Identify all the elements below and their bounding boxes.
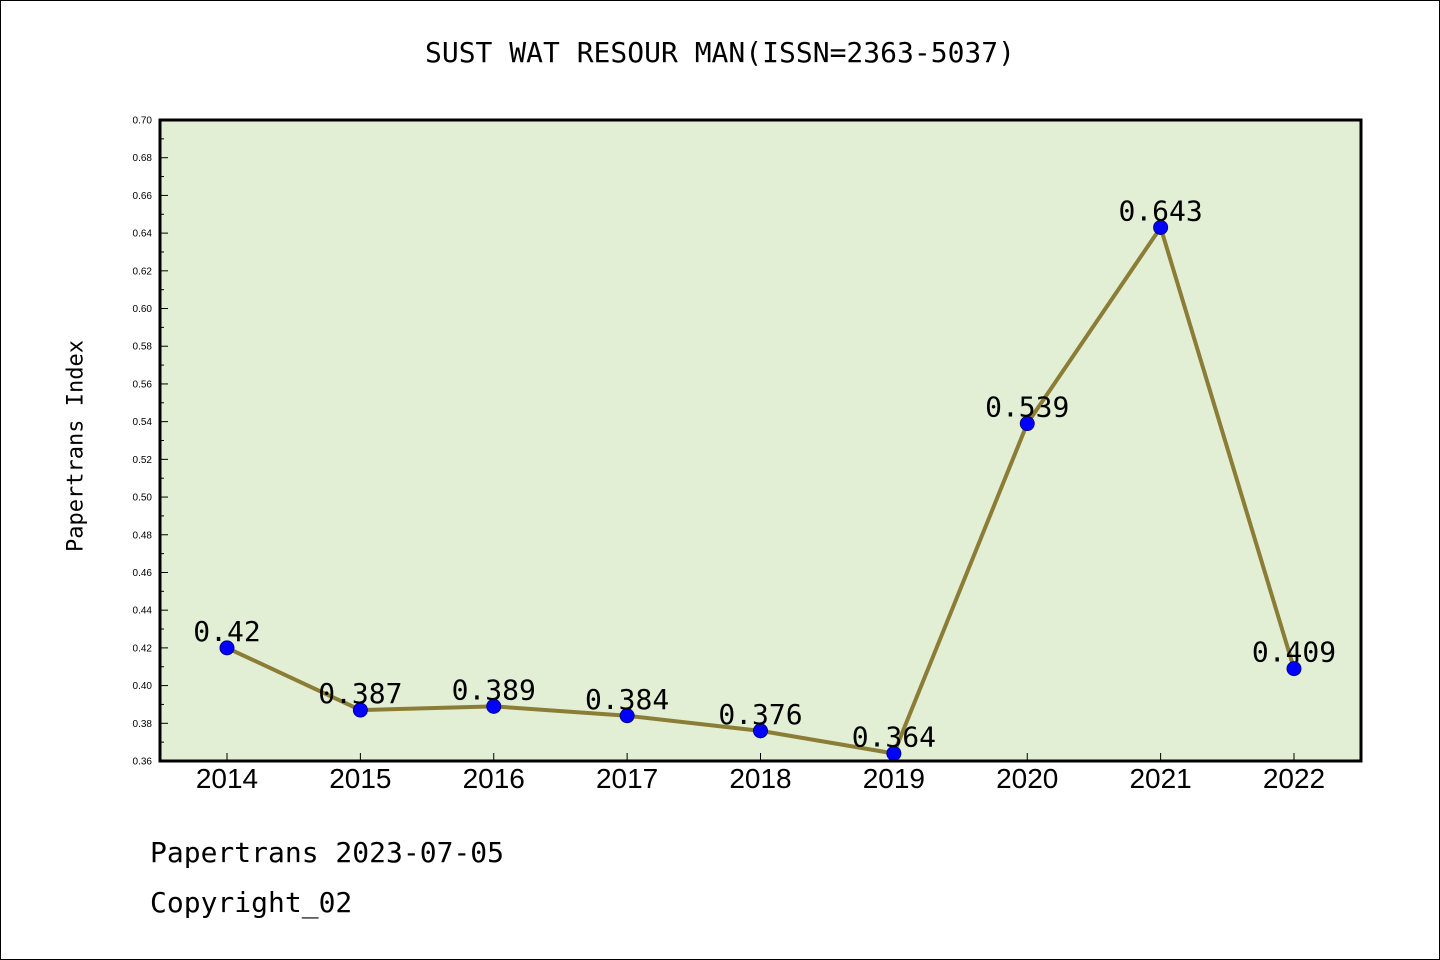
y-axis-ticks: 0.36 0.38 0.40 0.42 0.44 0.46 0.48 0.50 0.52 0.54… [133,116,168,768]
y-tick-label: 0.56 [133,379,153,390]
y-tick-label: 0.42 [133,643,153,654]
data-label: 0.387 [318,677,402,710]
y-tick-label: 0.58 [133,342,153,353]
x-tick-label: 2015 [329,763,391,794]
data-point [486,698,502,714]
data-label: 0.389 [452,673,536,706]
data-label: 0.643 [1118,194,1202,227]
x-tick-label: 2014 [196,763,258,794]
footer-date: Papertrans 2023-07-05 [150,836,505,869]
x-tick-label: 2021 [1129,763,1191,794]
x-tick-label: 2019 [863,763,925,794]
data-label: 0.409 [1252,636,1336,669]
data-point [619,708,635,724]
x-axis-ticks: 2014 2015 2016 2017 2018 2019 2020 2021 2022 [196,753,1325,794]
y-tick-label: 0.66 [133,191,153,202]
y-tick-label: 0.40 [133,681,153,692]
data-label: 0.42 [193,615,260,648]
data-point [1286,661,1302,677]
data-point [753,723,768,739]
y-tick-label: 0.62 [133,266,153,277]
data-point [219,640,235,656]
y-tick-label: 0.48 [133,530,153,541]
y-tick-label: 0.64 [133,229,153,240]
y-tick-label: 0.46 [133,568,153,579]
plot-border [158,118,1363,763]
data-label: 0.384 [585,683,669,716]
y-tick-label: 0.38 [133,719,153,730]
x-tick-label: 2020 [996,763,1058,794]
data-point [1153,219,1169,235]
y-tick-label: 0.68 [133,153,153,164]
y-tick-label: 0.52 [133,455,153,466]
y-tick-label: 0.50 [133,493,153,504]
x-tick-label: 2017 [596,763,658,794]
chart-title: SUST WAT RESOUR MAN(ISSN=2363-5037) [424,36,1015,69]
data-label: 0.376 [718,698,802,731]
y-tick-label: 0.44 [133,606,153,617]
data-point [1019,416,1035,432]
x-tick-label: 2022 [1263,763,1325,794]
y-tick-label: 0.60 [133,304,153,315]
data-point [352,702,368,718]
series-layer: 0.42 0.387 0.389 0.384 0.376 0.364 0.539 0.643 0… [193,194,1336,761]
y-tick-label: 0.36 [133,757,153,768]
y-tick-label: 0.54 [133,417,153,428]
data-label: 0.364 [852,720,936,753]
data-label: 0.539 [985,391,1069,424]
y-tick-label: 0.70 [133,116,153,127]
x-tick-label: 2016 [463,763,525,794]
x-tick-label: 2018 [729,763,791,794]
footer-copyright: Copyright_02 [150,886,353,919]
